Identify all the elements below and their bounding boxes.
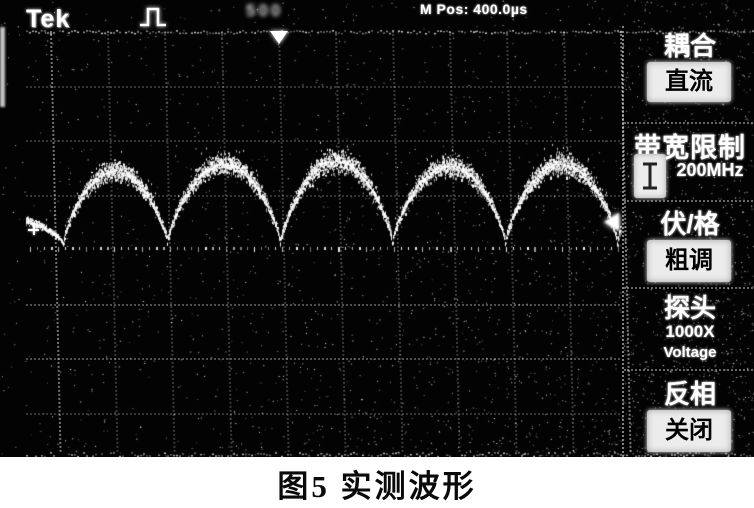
menu-label-coupling: 耦合 bbox=[663, 31, 716, 61]
menu-label-invert: 反相 bbox=[663, 379, 716, 409]
scan-page-edge bbox=[0, 27, 5, 107]
waveform-trace bbox=[0, 0, 754, 457]
oscilloscope-photo: Tek 500 M Pos: 400.0µs 耦合 直流 带宽限制 200MHz… bbox=[0, 0, 754, 457]
trigger-position-marker-icon bbox=[270, 31, 288, 44]
menu-divider bbox=[624, 122, 754, 124]
brand-logo: Tek bbox=[26, 5, 71, 33]
menu-divider bbox=[624, 200, 754, 202]
side-menu: 耦合 直流 带宽限制 200MHz 伏/格 粗调 探头 1000X Voltag… bbox=[622, 26, 754, 457]
menu-value-volts-div[interactable]: 粗调 bbox=[647, 240, 731, 282]
horizontal-position-readout: M Pos: 400.0µs bbox=[420, 1, 528, 17]
menu-divider bbox=[624, 369, 754, 371]
trigger-level-marker-icon bbox=[604, 213, 619, 231]
menu-label-volts-div: 伏/格 bbox=[660, 209, 720, 239]
menu-value-bandwidth[interactable]: 200MHz bbox=[676, 160, 744, 180]
channel-position-marker-icon bbox=[28, 224, 39, 235]
pulse-icon bbox=[140, 7, 166, 27]
menu-label-probe: 探头 bbox=[663, 293, 716, 323]
status-readout-blurred: 500 bbox=[246, 1, 284, 20]
menu-divider bbox=[624, 287, 754, 289]
menu-value-probe-type[interactable]: Voltage bbox=[663, 344, 717, 361]
menu-value-probe-attenuation[interactable]: 1000X bbox=[665, 322, 715, 341]
menu-value-coupling[interactable]: 直流 bbox=[647, 62, 731, 102]
bw-limit-icon[interactable] bbox=[634, 154, 666, 198]
menu-value-invert[interactable]: 关闭 bbox=[647, 410, 731, 452]
figure-caption: 图5 实测波形 bbox=[277, 469, 477, 504]
